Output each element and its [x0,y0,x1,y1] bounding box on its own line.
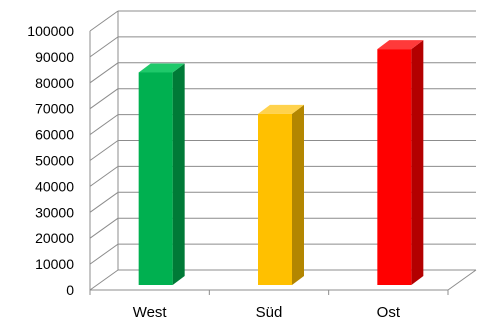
bar-layer [138,40,424,285]
gridline-side [89,243,119,265]
gridline-side [89,269,119,291]
y-tick-label: 10000 [35,256,74,272]
y-tick-label: 70000 [35,101,74,117]
gridline-side [89,36,119,58]
bar-top-face [377,40,424,50]
bar-ost [377,40,424,285]
y-tick-label: 100000 [27,23,74,39]
bar-sd [258,104,304,285]
gridline-side [89,191,119,213]
bar-west [138,63,185,285]
y-tick-label: 80000 [35,75,74,91]
gridline-side [89,88,119,110]
bar-side-face [292,104,304,285]
y-tick-label: 40000 [35,178,74,194]
bar-front-face [138,72,173,285]
bar-top-face [138,63,185,73]
gridline-side [89,62,119,84]
bar-side-face [411,40,424,285]
y-tick-label: 90000 [35,49,74,65]
gridline-side [89,165,119,187]
y-tick-label: 20000 [35,230,74,246]
y-tick-label: 50000 [35,153,74,169]
y-tick-label: 60000 [35,127,74,143]
floor-right-edge [447,269,477,291]
gridline-side [89,217,119,239]
label-layer: 0 10000 20000 30000 40000 50000 60000 70000 8000… [27,23,401,321]
x-category-label: Ost [377,304,401,321]
y-tick-label: 30000 [35,204,74,220]
bar-top-face [258,104,304,114]
axis-layer [89,269,477,295]
gridline-side [89,10,119,32]
x-category-label: Süd [256,304,283,321]
bar-front-face [377,49,412,285]
bar-front-face [258,113,292,285]
gridline-side [89,114,119,136]
bar-side-face [172,63,185,285]
gridline-side [89,140,119,161]
x-category-label: West [133,304,168,321]
y-tick-label: 0 [66,282,74,298]
